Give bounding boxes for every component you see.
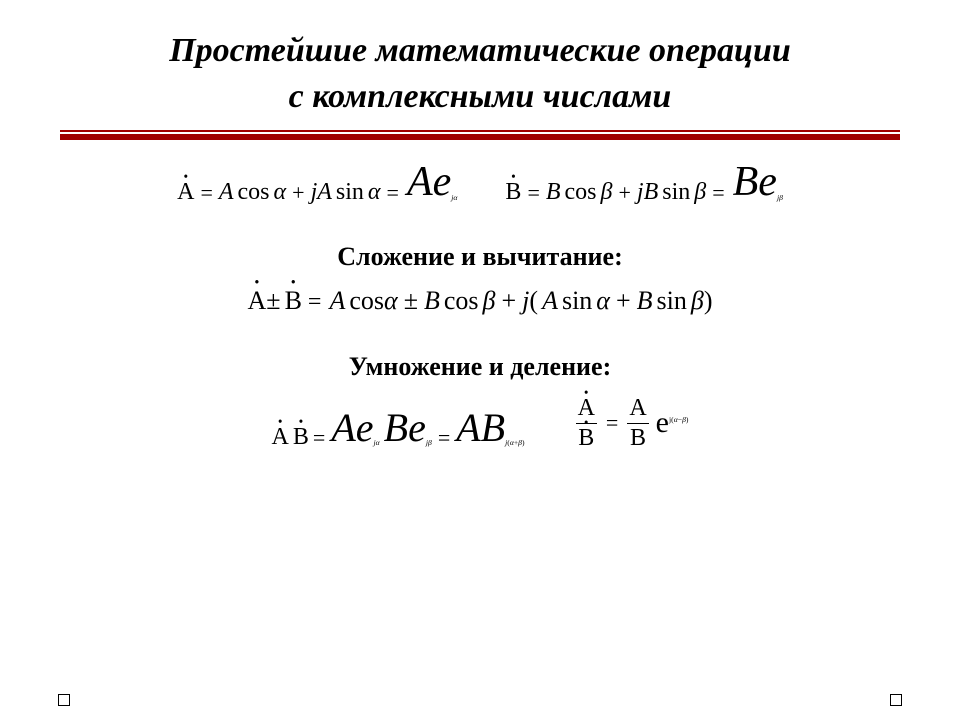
title-line-2: с комплексными числами <box>40 74 920 120</box>
muldiv-row: A B = Ae jα Be jβ = AB j(α+β) A B = <box>0 396 960 451</box>
Be-sup: jβ <box>777 193 783 202</box>
Ae-big: Ae <box>407 158 451 206</box>
corner-square-icon <box>58 694 70 706</box>
eq-sign: = <box>200 180 212 206</box>
definitions-row: A = A cos α + j A sin α = Ae jα B <box>0 158 960 206</box>
title-line-1: Простейшие математические операции <box>40 28 920 74</box>
formula-multiply: A B = Ae jα Be jβ = AB j(α+β) <box>272 404 525 451</box>
A-cos: A <box>219 179 234 206</box>
var-B-dot: B <box>505 179 521 206</box>
page-title: Простейшие математические операции с ком… <box>40 28 920 120</box>
formula-addsub: A ± B = A cos α ± B cos β + j ( A <box>248 286 713 316</box>
formula-B-definition: B = B cos β + j B sin β = Be jβ <box>505 158 782 206</box>
Be-big: Be <box>733 158 777 206</box>
frac-AB-dot: A B <box>573 396 600 451</box>
var-A-dot: A <box>177 179 194 206</box>
corner-square-icon <box>890 694 902 706</box>
Ae-sup: jα <box>451 193 457 202</box>
rule-thin <box>60 130 900 132</box>
subhead-muldiv: Умножение и деление: <box>0 352 960 382</box>
formula-A-definition: A = A cos α + j A sin α = Ae jα <box>177 158 457 206</box>
subhead-addsub: Сложение и вычитание: <box>0 242 960 272</box>
formula-divide: A B = A B e j(α−β) <box>573 396 689 451</box>
title-rule <box>60 130 900 144</box>
frac-AB-plain: A B <box>624 396 651 451</box>
addsub-row: A ± B = A cos α ± B cos β + j ( A <box>0 286 960 316</box>
slide: Простейшие математические операции с ком… <box>0 0 960 720</box>
rule-thick <box>60 134 900 140</box>
